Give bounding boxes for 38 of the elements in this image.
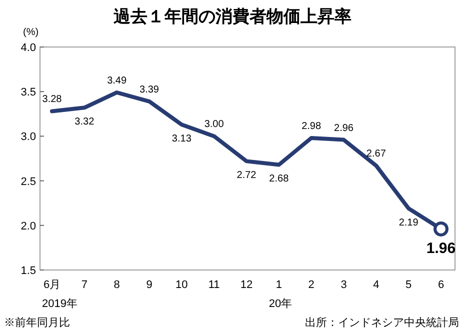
text: 3.39 <box>140 84 159 96</box>
x-tick-label: 6 <box>438 279 444 291</box>
text: 2019年 <box>42 298 78 310</box>
x-tick-label: 4 <box>373 279 380 291</box>
text: 20年 <box>268 298 292 310</box>
y-tick-label: 3.5 <box>20 86 36 99</box>
x-tick-label: 10 <box>176 279 188 291</box>
x-tick-label: 2 <box>308 279 314 291</box>
text: 2.19 <box>398 217 418 228</box>
text: 3.00 <box>204 119 224 130</box>
text: 3.13 <box>172 134 192 145</box>
x-tick-label: 7 <box>81 279 88 291</box>
text: 3.28 <box>42 94 62 106</box>
x-tick-label: 1 <box>276 279 282 291</box>
y-tick-label: 3.0 <box>20 131 36 144</box>
text: 2.96 <box>334 122 354 134</box>
x-tick-label: 5 <box>406 279 412 291</box>
y-axis-title: (%) <box>23 27 39 38</box>
text: 2.67 <box>366 148 386 160</box>
y-tick-label: 2.0 <box>20 220 36 232</box>
text: 2.68 <box>269 174 289 185</box>
text: 3.49 <box>107 75 127 86</box>
text: ※前年同月比 <box>4 316 70 329</box>
text: 出所：インドネシア中央統計局 <box>305 316 459 329</box>
x-tick-label: 9 <box>146 279 152 291</box>
x-tick-label: 3 <box>340 279 347 291</box>
chart-title: 過去１年間の消費者物価上昇率 <box>112 7 352 26</box>
y-tick-label: 2.5 <box>20 176 36 188</box>
text: 2.98 <box>302 120 322 132</box>
x-tick-label: 12 <box>240 279 253 291</box>
text: 2.72 <box>236 170 256 182</box>
y-tick-label: 4.0 <box>20 42 36 54</box>
text: 3.32 <box>74 116 94 128</box>
x-tick-label: 11 <box>208 279 220 291</box>
text: 1.96 <box>426 240 456 257</box>
x-tick-label: 6月 <box>43 279 61 291</box>
x-tick-label: 8 <box>114 279 120 291</box>
y-tick-label: 1.5 <box>20 265 36 277</box>
